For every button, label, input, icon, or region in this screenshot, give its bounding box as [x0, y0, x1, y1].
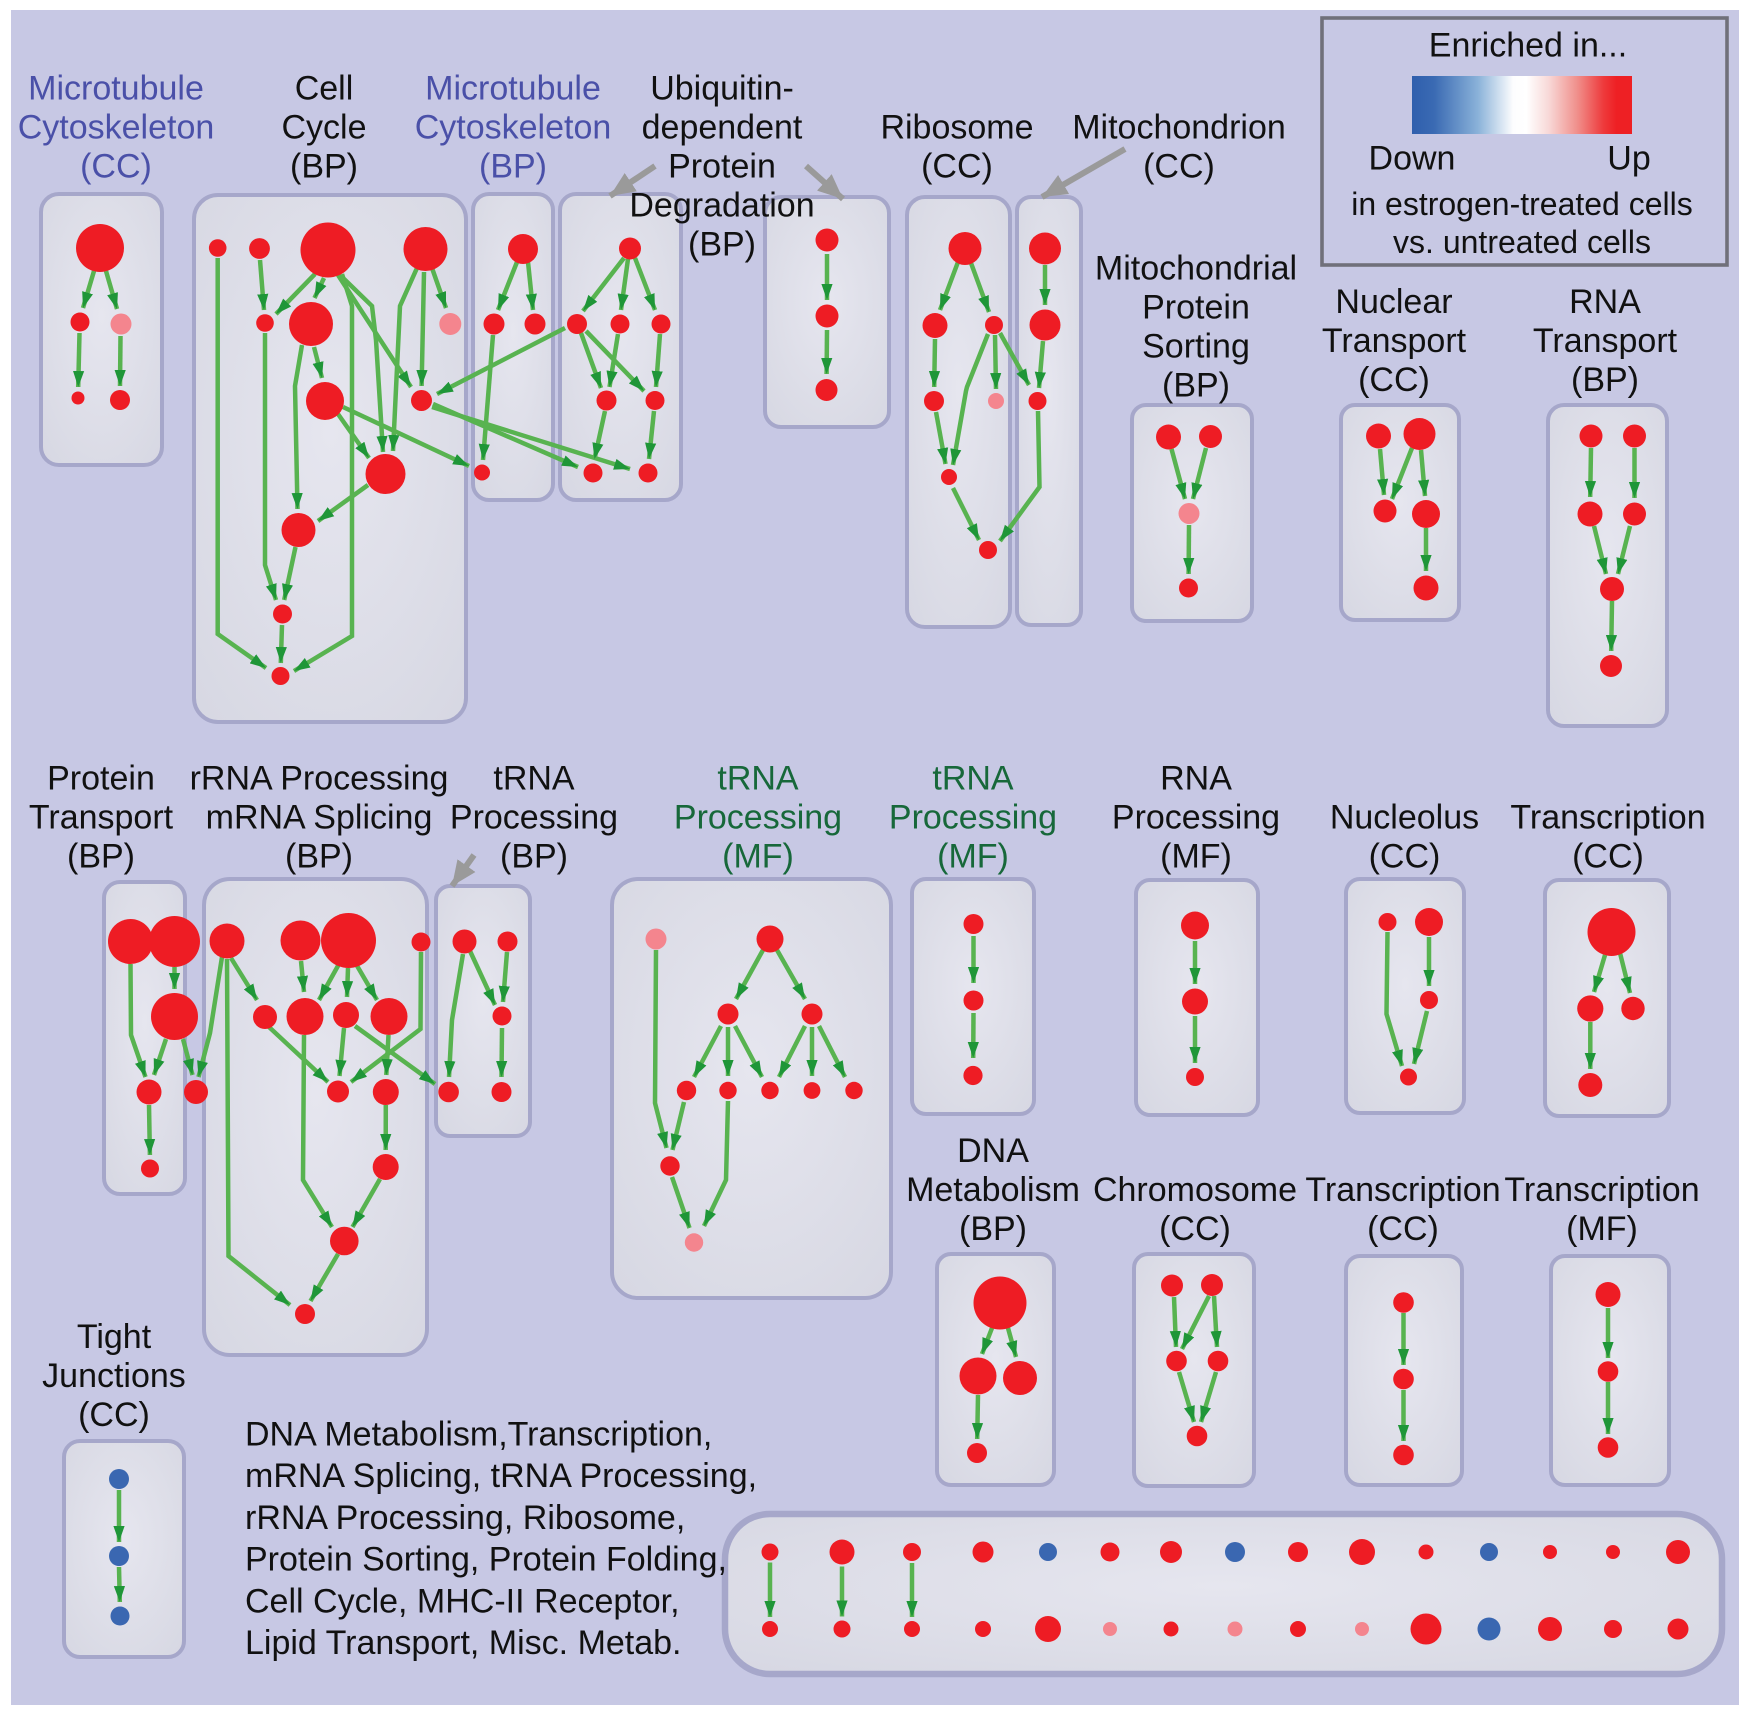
- svg-text:Up: Up: [1607, 140, 1650, 178]
- svg-text:mRNA Splicing, tRNA Processing: mRNA Splicing, tRNA Processing,: [245, 1457, 757, 1495]
- svg-text:(BP): (BP): [500, 838, 568, 876]
- svg-text:tRNA: tRNA: [717, 760, 799, 798]
- svg-text:Transport: Transport: [1322, 322, 1467, 360]
- svg-text:Nuclear: Nuclear: [1335, 283, 1452, 321]
- svg-text:Transport: Transport: [1533, 322, 1678, 360]
- svg-text:rRNA Processing, Ribosome,: rRNA Processing, Ribosome,: [245, 1499, 685, 1537]
- svg-text:Microtubule: Microtubule: [425, 70, 601, 108]
- svg-text:Mitochondrial: Mitochondrial: [1095, 250, 1297, 288]
- svg-text:(MF): (MF): [937, 838, 1009, 876]
- svg-text:Degradation: Degradation: [629, 187, 814, 225]
- svg-text:tRNA: tRNA: [493, 760, 575, 798]
- svg-text:DNA: DNA: [957, 1132, 1029, 1170]
- svg-text:(CC): (CC): [1369, 838, 1441, 876]
- svg-text:Cycle: Cycle: [281, 109, 366, 147]
- svg-text:Protein Sorting, Protein Foldi: Protein Sorting, Protein Folding,: [245, 1541, 727, 1579]
- svg-text:Ribosome: Ribosome: [880, 109, 1033, 147]
- svg-text:rRNA Processing: rRNA Processing: [190, 760, 449, 798]
- svg-text:Junctions: Junctions: [42, 1357, 186, 1395]
- svg-text:(CC): (CC): [80, 148, 152, 186]
- svg-text:Microtubule: Microtubule: [28, 70, 204, 108]
- svg-text:Cytoskeleton: Cytoskeleton: [415, 109, 612, 147]
- svg-text:(MF): (MF): [1160, 838, 1232, 876]
- svg-text:Mitochondrion: Mitochondrion: [1072, 109, 1286, 147]
- svg-text:Metabolism: Metabolism: [906, 1171, 1080, 1209]
- svg-text:Down: Down: [1369, 140, 1456, 178]
- svg-text:Transport: Transport: [29, 799, 174, 837]
- svg-text:tRNA: tRNA: [932, 760, 1014, 798]
- svg-text:Protein: Protein: [1142, 289, 1250, 327]
- svg-text:(CC): (CC): [1143, 148, 1215, 186]
- svg-text:vs. untreated cells: vs. untreated cells: [1393, 224, 1651, 260]
- svg-text:Transcription: Transcription: [1510, 799, 1705, 837]
- svg-text:(MF): (MF): [722, 838, 794, 876]
- svg-text:Transcription: Transcription: [1504, 1171, 1699, 1209]
- svg-text:(CC): (CC): [1367, 1210, 1439, 1248]
- svg-text:Cytoskeleton: Cytoskeleton: [18, 109, 215, 147]
- svg-text:Processing: Processing: [889, 799, 1057, 837]
- svg-text:(BP): (BP): [688, 226, 756, 264]
- svg-text:(CC): (CC): [1358, 361, 1430, 399]
- svg-text:Processing: Processing: [674, 799, 842, 837]
- svg-text:Nucleolus: Nucleolus: [1330, 799, 1479, 837]
- svg-text:Cell Cycle, MHC-II Receptor,: Cell Cycle, MHC-II Receptor,: [245, 1582, 680, 1620]
- svg-text:Protein: Protein: [668, 148, 776, 186]
- svg-text:Cell: Cell: [295, 70, 354, 108]
- svg-text:(BP): (BP): [1162, 367, 1230, 405]
- svg-text:in estrogen-treated cells: in estrogen-treated cells: [1351, 186, 1693, 222]
- svg-text:(CC): (CC): [78, 1396, 150, 1434]
- svg-text:(CC): (CC): [1159, 1210, 1231, 1248]
- svg-text:Transcription: Transcription: [1305, 1171, 1500, 1209]
- svg-text:Protein: Protein: [47, 760, 155, 798]
- svg-text:mRNA Splicing: mRNA Splicing: [206, 799, 433, 837]
- svg-text:dependent: dependent: [642, 109, 803, 147]
- svg-text:Lipid Transport, Misc. Metab.: Lipid Transport, Misc. Metab.: [245, 1624, 682, 1662]
- svg-text:RNA: RNA: [1160, 760, 1232, 798]
- svg-text:(BP): (BP): [479, 148, 547, 186]
- svg-text:Processing: Processing: [450, 799, 618, 837]
- svg-text:(BP): (BP): [1571, 361, 1639, 399]
- svg-text:Sorting: Sorting: [1142, 328, 1250, 366]
- svg-text:Ubiquitin-: Ubiquitin-: [650, 70, 794, 108]
- svg-text:(BP): (BP): [67, 838, 135, 876]
- svg-text:(MF): (MF): [1566, 1210, 1638, 1248]
- svg-text:Processing: Processing: [1112, 799, 1280, 837]
- svg-text:DNA Metabolism,Transcription,: DNA Metabolism,Transcription,: [245, 1416, 712, 1454]
- svg-text:Chromosome: Chromosome: [1093, 1171, 1297, 1209]
- svg-text:Enriched in...: Enriched in...: [1429, 27, 1627, 65]
- svg-text:(CC): (CC): [1572, 838, 1644, 876]
- svg-text:(BP): (BP): [290, 148, 358, 186]
- svg-text:RNA: RNA: [1569, 283, 1641, 321]
- svg-text:(BP): (BP): [285, 838, 353, 876]
- svg-text:(CC): (CC): [921, 148, 993, 186]
- svg-text:Tight: Tight: [77, 1318, 152, 1356]
- svg-text:(BP): (BP): [959, 1210, 1027, 1248]
